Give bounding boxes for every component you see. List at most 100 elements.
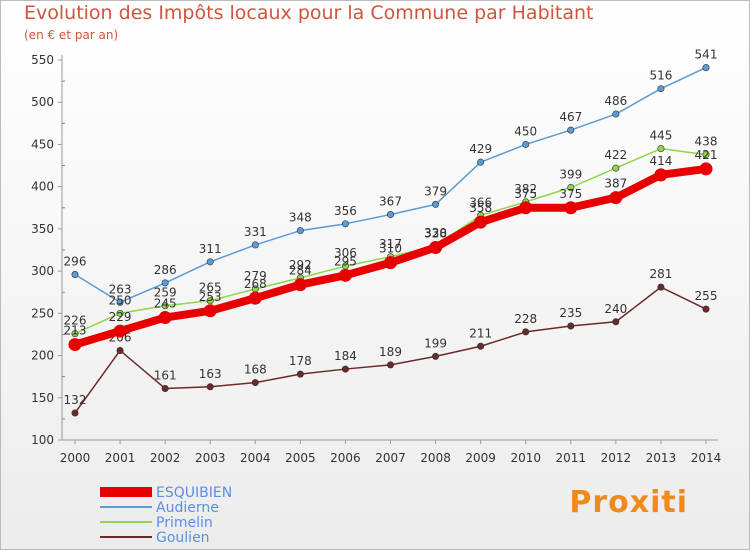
data-label-goulien: 235: [559, 306, 582, 320]
data-label-primelin: 399: [559, 168, 582, 182]
data-label-goulien: 178: [289, 354, 312, 368]
data-point-primelin: [71, 330, 79, 338]
chart-title: Evolution des Impôts locaux pour la Comm…: [24, 2, 594, 24]
data-label-audierne: 296: [64, 254, 87, 268]
data-point-audierne: [341, 220, 349, 228]
data-point-audierne: [477, 158, 485, 166]
data-label-goulien: 199: [424, 336, 447, 350]
data-point-esquibien: [158, 311, 172, 325]
data-point-goulien: [296, 370, 304, 378]
data-label-goulien: 184: [334, 349, 357, 363]
data-label-primelin: 292: [289, 258, 312, 272]
y-tick-label: 550: [31, 53, 54, 67]
data-label-audierne: 516: [649, 69, 672, 83]
data-label-goulien: 255: [695, 289, 718, 303]
data-label-esquibien: 284: [289, 264, 312, 278]
data-point-primelin: [657, 145, 665, 153]
data-label-primelin: 306: [334, 246, 357, 260]
data-point-esquibien: [609, 191, 623, 205]
y-tick-label: 350: [31, 222, 54, 236]
y-tick-label: 250: [31, 306, 54, 320]
data-point-primelin: [206, 297, 214, 305]
data-point-primelin: [567, 184, 575, 192]
data-point-esquibien: [519, 201, 533, 215]
data-label-esquibien: 268: [244, 277, 267, 291]
data-label-audierne: 429: [469, 142, 492, 156]
data-point-esquibien: [654, 168, 668, 182]
data-label-primelin: 438: [695, 135, 718, 149]
data-point-esquibien: [293, 278, 307, 292]
data-point-goulien: [477, 342, 485, 350]
data-point-audierne: [702, 64, 710, 72]
data-point-goulien: [161, 384, 169, 392]
data-label-audierne: 541: [695, 48, 718, 62]
data-point-goulien: [432, 352, 440, 360]
legend-label-primelin: Primelin: [156, 515, 213, 531]
data-point-primelin: [702, 151, 710, 159]
x-tick-label: 2004: [240, 451, 271, 465]
x-tick-label: 2012: [601, 451, 632, 465]
data-label-audierne: 450: [514, 124, 537, 138]
data-label-audierne: 486: [604, 94, 627, 108]
data-label-esquibien: 358: [469, 201, 492, 215]
data-label-primelin: 382: [514, 182, 537, 196]
y-tick-label: 400: [31, 180, 54, 194]
x-tick-label: 2009: [465, 451, 496, 465]
data-label-primelin: 366: [469, 195, 492, 209]
data-point-audierne: [116, 298, 124, 306]
data-point-audierne: [161, 279, 169, 287]
data-point-goulien: [341, 365, 349, 373]
data-label-audierne: 367: [379, 195, 402, 209]
data-label-esquibien: 328: [424, 226, 447, 240]
data-point-audierne: [386, 211, 394, 219]
proxiti-logo: Proxiti: [569, 485, 688, 520]
y-tick-label: 150: [31, 391, 54, 405]
data-label-goulien: 189: [379, 345, 402, 359]
data-label-primelin: 265: [199, 281, 222, 295]
data-label-primelin: 259: [154, 286, 177, 300]
data-label-esquibien: 421: [695, 148, 718, 162]
y-tick-label: 500: [31, 95, 54, 109]
legend-label-audierne: Audierne: [156, 500, 219, 516]
x-tick-label: 2008: [420, 451, 451, 465]
data-label-primelin: 250: [109, 293, 132, 307]
data-point-goulien: [386, 361, 394, 369]
y-tick-label: 200: [31, 349, 54, 363]
data-label-audierne: 311: [199, 242, 222, 256]
x-tick-label: 2002: [150, 451, 181, 465]
data-label-goulien: 132: [64, 393, 87, 407]
data-point-goulien: [206, 383, 214, 391]
data-label-goulien: 281: [649, 267, 672, 281]
data-point-audierne: [567, 126, 575, 134]
data-label-goulien: 163: [199, 367, 222, 381]
data-label-audierne: 348: [289, 211, 312, 225]
data-label-esquibien: 375: [514, 187, 537, 201]
data-point-goulien: [567, 322, 575, 330]
data-label-primelin: 317: [379, 237, 402, 251]
data-label-goulien: 211: [469, 326, 492, 340]
data-point-audierne: [432, 200, 440, 208]
data-point-audierne: [206, 258, 214, 266]
y-tick-label: 300: [31, 264, 54, 278]
y-tick-label: 450: [31, 137, 54, 151]
data-point-audierne: [71, 270, 79, 278]
data-label-audierne: 263: [109, 282, 132, 296]
x-tick-label: 2005: [285, 451, 316, 465]
data-point-primelin: [161, 302, 169, 310]
data-point-audierne: [657, 85, 665, 93]
data-point-audierne: [251, 241, 259, 249]
data-label-goulien: 228: [514, 312, 537, 326]
data-point-esquibien: [338, 268, 352, 282]
data-label-esquibien: 310: [379, 242, 402, 256]
data-point-esquibien: [474, 215, 488, 229]
data-label-audierne: 331: [244, 225, 267, 239]
data-label-goulien: 168: [244, 363, 267, 377]
data-point-goulien: [657, 283, 665, 291]
data-label-primelin: 445: [649, 129, 672, 143]
data-label-esquibien: 253: [199, 290, 222, 304]
data-point-esquibien: [699, 162, 713, 176]
data-point-goulien: [702, 305, 710, 313]
x-tick-label: 2014: [691, 451, 722, 465]
